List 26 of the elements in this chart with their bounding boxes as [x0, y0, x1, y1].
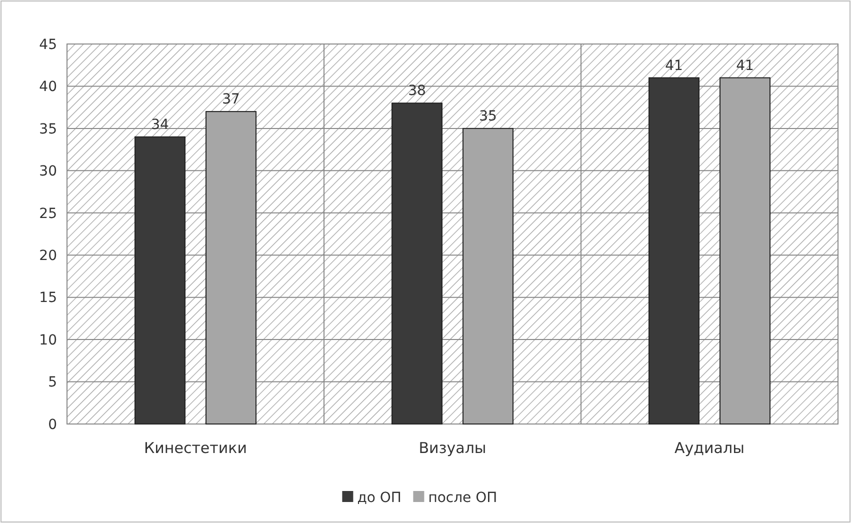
y-tick-label: 40 — [39, 79, 57, 96]
x-tick-label: Визуалы — [418, 439, 486, 457]
y-tick-label: 45 — [39, 36, 57, 53]
y-tick-label: 25 — [39, 206, 57, 222]
data-label: 38 — [408, 83, 426, 100]
bar — [392, 102, 442, 424]
bar — [462, 128, 514, 424]
y-tick-label: 10 — [39, 332, 57, 348]
y-tick-label: 35 — [39, 121, 57, 138]
bar — [720, 77, 770, 424]
bar — [648, 77, 700, 424]
data-label: 37 — [222, 92, 240, 108]
y-tick-label: 15 — [39, 290, 57, 306]
data-label: 35 — [479, 108, 497, 124]
bar — [206, 111, 256, 424]
data-label: 41 — [736, 58, 754, 74]
data-label: 41 — [665, 58, 683, 74]
y-tick-label: 0 — [48, 416, 57, 433]
x-tick-label: Аудиалы — [674, 439, 744, 457]
y-tick-label: 5 — [48, 374, 57, 391]
y-tick-label: 20 — [39, 248, 57, 264]
legend-label: до ОП — [357, 490, 402, 506]
legend-label: после ОП — [428, 490, 498, 506]
y-tick-label: 30 — [39, 164, 57, 180]
bar — [134, 136, 186, 424]
x-tick-label: Кинестетики — [144, 439, 247, 457]
